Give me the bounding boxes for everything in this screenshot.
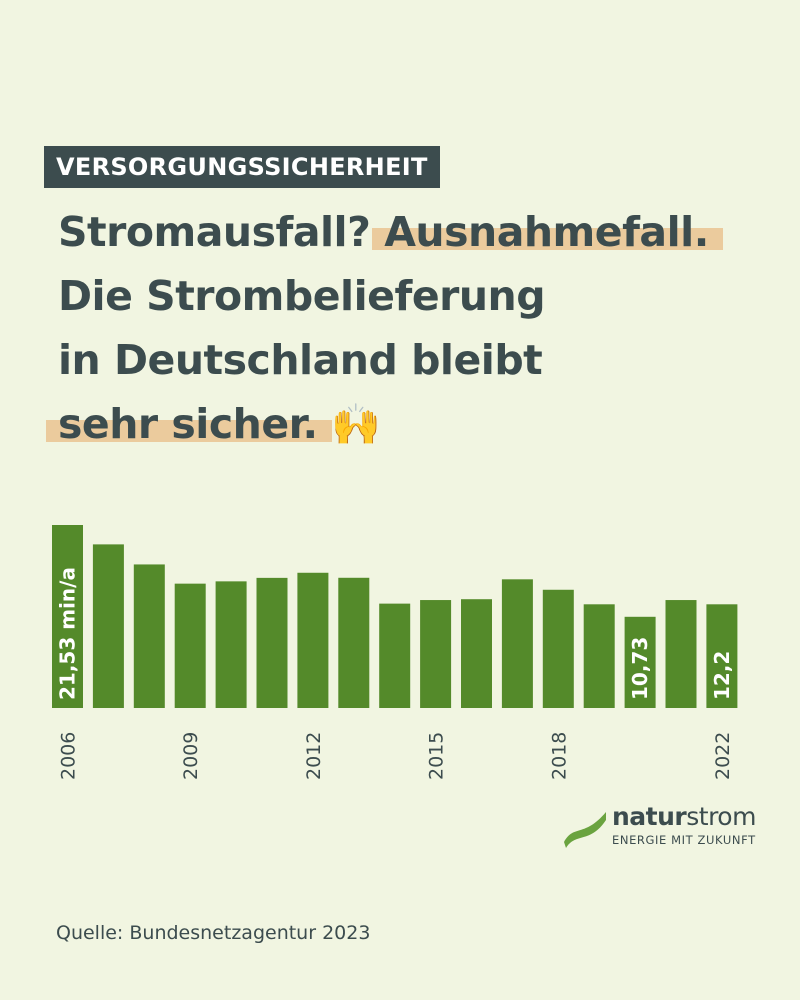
x-tick-2009: 2009 — [180, 732, 202, 780]
data-label-2020: 10,73 — [628, 637, 652, 700]
raised-hands-icon: 🙌 — [331, 402, 381, 448]
bar-2016 — [461, 599, 492, 708]
bar-2018 — [542, 589, 574, 708]
logo-tagline: ENERGIE MIT ZUKUNFT — [612, 833, 756, 847]
bar-chart: 21,53 min/a 2006 2009 2012 2015 2018 10,73 12,2… — [52, 525, 738, 780]
bar-2013 — [338, 577, 370, 708]
x-tick-2015: 2015 — [426, 732, 448, 780]
bar-2021 — [665, 600, 697, 708]
x-tick-2022: 2022 — [712, 732, 734, 780]
headline-line: Die Strombelieferung — [58, 272, 546, 320]
category-tag: VERSORGUNGSSICHERHEIT — [44, 146, 440, 188]
bar-2011 — [256, 577, 288, 708]
source-note: Quelle: Bundesnetzagentur 2023 — [56, 922, 371, 944]
naturstrom-logo: naturstrom ENERGIE MIT ZUKUNFT — [560, 800, 760, 860]
bar-2007 — [92, 544, 124, 708]
bar-2010 — [215, 581, 247, 708]
bar-2008 — [133, 564, 165, 708]
bar-2020 — [624, 616, 656, 708]
x-tick-2006: 2006 — [58, 732, 80, 780]
headline: Stromausfall? Ausnahmefall. Die Strombel… — [58, 200, 709, 457]
bar-2014 — [379, 603, 411, 708]
bar-2017 — [501, 579, 533, 708]
bar-2022 — [706, 604, 738, 708]
headline-highlight: sehr sicher. — [58, 400, 318, 448]
x-tick-2018: 2018 — [548, 732, 570, 780]
data-label-2022: 12,2 — [710, 651, 734, 700]
headline-line: in Deutschland bleibt — [58, 336, 543, 384]
logo-name-bold: natur — [612, 802, 687, 831]
headline-highlight: Ausnahmefall. — [384, 208, 709, 256]
bar-2006 — [52, 525, 83, 708]
data-label-2006: 21,53 min/a — [56, 567, 80, 700]
x-tick-2012: 2012 — [303, 732, 325, 780]
bar-2019 — [583, 604, 615, 708]
bar-2012 — [297, 572, 329, 708]
bar-2009 — [174, 583, 206, 708]
logo-name-regular: strom — [686, 802, 756, 831]
leaf-swoosh-icon — [564, 812, 606, 848]
bar-2015 — [420, 600, 452, 708]
headline-part: Stromausfall? — [58, 208, 371, 256]
